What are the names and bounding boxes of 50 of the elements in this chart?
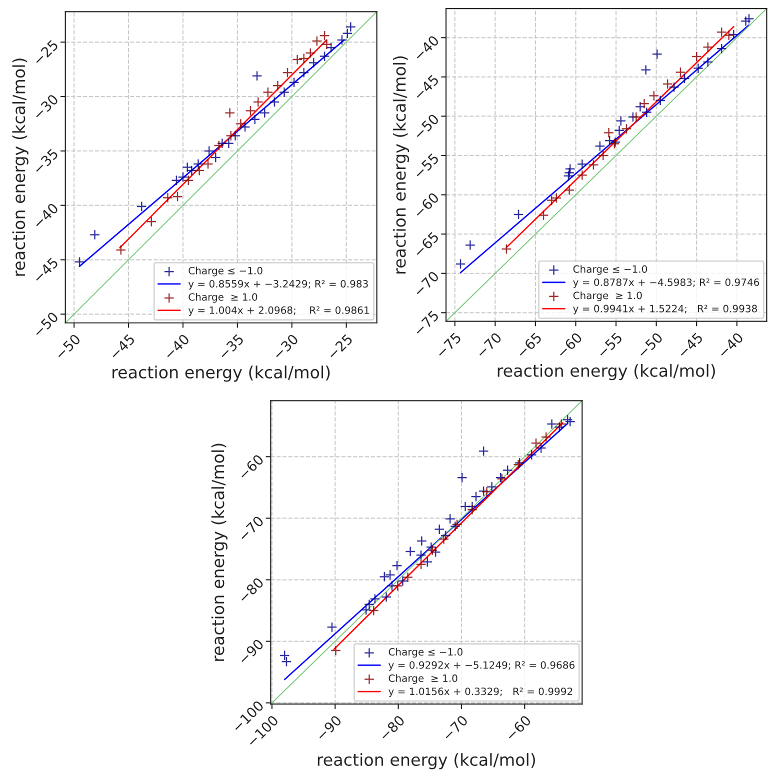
y-tick-label: −55 bbox=[413, 152, 440, 180]
x-tick-label: −35 bbox=[218, 334, 244, 360]
y-tick-label: −70 bbox=[238, 515, 264, 542]
x-tick-label: −70 bbox=[476, 332, 502, 358]
legend-label: Charge ≥ 1.0 bbox=[188, 293, 258, 303]
x-tick-label: −45 bbox=[677, 332, 704, 358]
x-tick-label: −30 bbox=[272, 333, 299, 360]
y-tick-label: −60 bbox=[238, 454, 264, 480]
y-tick-label: −70 bbox=[413, 270, 440, 297]
legend-label: Charge ≤ −1.0 bbox=[188, 266, 262, 276]
legend-label: Charge ≤ −1.0 bbox=[388, 648, 462, 658]
x-tick-label: −65 bbox=[516, 332, 542, 358]
y-tick-label: −50 bbox=[413, 113, 440, 140]
x-tick-label: −25 bbox=[326, 334, 354, 360]
legend-label: y = 0.8559x + −3.2429; R² = 0.983 bbox=[188, 280, 368, 290]
x-tick-label: −60 bbox=[556, 332, 583, 358]
y-axis-title: reaction energy (kcal/mol) bbox=[12, 58, 28, 276]
x-tick-label: −70 bbox=[442, 714, 468, 742]
x-tick-label: −55 bbox=[596, 332, 623, 358]
legend-label: Charge ≤ −1.0 bbox=[573, 265, 648, 275]
legend-label: y = 0.8787x + −4.5983; R² = 0.9746 bbox=[573, 278, 760, 288]
y-tick-label: −40 bbox=[32, 202, 59, 229]
y-axis-title: reaction energy (kcal/mol) bbox=[211, 444, 228, 661]
y-tick-label: −30 bbox=[32, 94, 59, 120]
y-tick-label: −80 bbox=[238, 576, 264, 604]
y-tick-label: −60 bbox=[413, 192, 440, 218]
y-tick-label: −45 bbox=[32, 257, 59, 284]
y-tick-label: −40 bbox=[413, 34, 440, 62]
x-axis-title: reaction energy (kcal/mol) bbox=[318, 753, 535, 770]
x-tick-label: −40 bbox=[717, 332, 744, 358]
y-axis-title: reaction energy (kcal/mol) bbox=[392, 56, 410, 274]
x-tick-label: −80 bbox=[378, 714, 406, 742]
legend-label: y = 1.004x + 2.0968; R² = 0.9861 bbox=[188, 306, 369, 316]
x-axis-title: reaction energy (kcal/mol) bbox=[112, 366, 330, 382]
x-tick-label: −60 bbox=[505, 714, 532, 742]
x-tick-label: −50 bbox=[636, 332, 664, 358]
legend-label: Charge ≥ 1.0 bbox=[388, 674, 458, 684]
y-tick-label: −65 bbox=[413, 231, 440, 258]
y-tick-label: −90 bbox=[238, 638, 264, 665]
legend-label: y = 1.0156x + 0.3329; R² = 0.9992 bbox=[388, 688, 572, 698]
y-tick-label: −45 bbox=[413, 74, 440, 100]
x-tick-label: −40 bbox=[163, 333, 190, 360]
x-axis-title: reaction energy (kcal/mol) bbox=[498, 364, 715, 380]
legend-label: y = 0.9292x + −5.1249; R² = 0.9686 bbox=[388, 661, 574, 671]
y-tick-label: −35 bbox=[32, 148, 59, 175]
y-tick-label: −25 bbox=[32, 39, 59, 66]
x-tick-label: −90 bbox=[316, 714, 342, 742]
x-tick-label: −45 bbox=[109, 334, 136, 360]
legend-label: Charge ≥ 1.0 bbox=[573, 291, 642, 302]
legend-label: y = 0.9941x + 1.5224; R² = 0.9938 bbox=[573, 304, 757, 314]
